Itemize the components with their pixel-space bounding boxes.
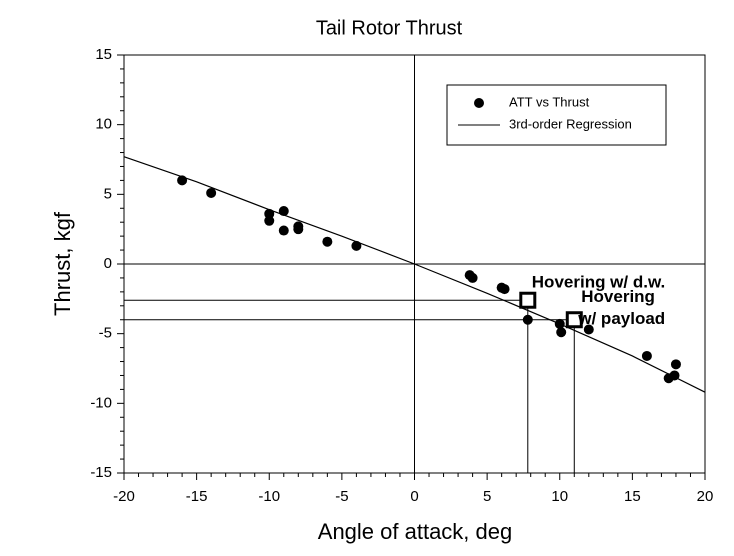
y-tick-label: 5	[104, 185, 112, 202]
y-axis-label: Thrust, kgf	[50, 211, 75, 316]
chart-title: Tail Rotor Thrust	[316, 17, 463, 39]
annotation-label: w/ payload	[577, 309, 665, 328]
y-tick-label: 15	[95, 46, 112, 63]
data-point	[278, 225, 289, 236]
data-point	[522, 314, 533, 325]
x-axis-label: Angle of attack, deg	[318, 519, 512, 544]
data-point	[322, 236, 333, 247]
y-tick-label: 10	[95, 116, 112, 133]
x-tick-label: -5	[335, 488, 348, 505]
x-tick-label: 15	[624, 488, 641, 505]
x-tick-label: -20	[113, 488, 135, 505]
data-point	[670, 359, 681, 370]
annotation-marker	[565, 311, 583, 329]
annotation-label: Hovering	[581, 287, 655, 306]
legend-marker	[474, 98, 484, 108]
data-point	[583, 324, 594, 335]
y-tick-label: -10	[90, 394, 112, 411]
x-tick-label: 10	[551, 488, 568, 505]
data-point	[293, 224, 304, 235]
legend-label: 3rd-order Regression	[509, 116, 632, 131]
data-point	[499, 284, 510, 295]
data-point	[556, 327, 567, 338]
x-tick-label: -10	[258, 488, 280, 505]
x-tick-label: 20	[697, 488, 714, 505]
y-tick-label: 0	[104, 255, 112, 272]
y-tick-label: -15	[90, 464, 112, 481]
data-point	[641, 350, 652, 361]
annotation-marker	[519, 291, 537, 309]
data-point	[206, 187, 217, 198]
x-tick-label: 5	[483, 488, 491, 505]
data-point	[264, 208, 275, 219]
legend-box	[446, 84, 667, 146]
x-tick-label: 0	[410, 488, 418, 505]
legend-label: ATT vs Thrust	[509, 94, 590, 109]
data-point	[351, 240, 362, 251]
x-tick-label: -15	[186, 488, 208, 505]
data-point	[467, 272, 478, 283]
y-tick-label: -5	[99, 325, 112, 342]
regression-line	[123, 156, 706, 393]
data-point	[264, 215, 275, 226]
annotation-label: Hovering w/ d.w.	[532, 273, 666, 292]
